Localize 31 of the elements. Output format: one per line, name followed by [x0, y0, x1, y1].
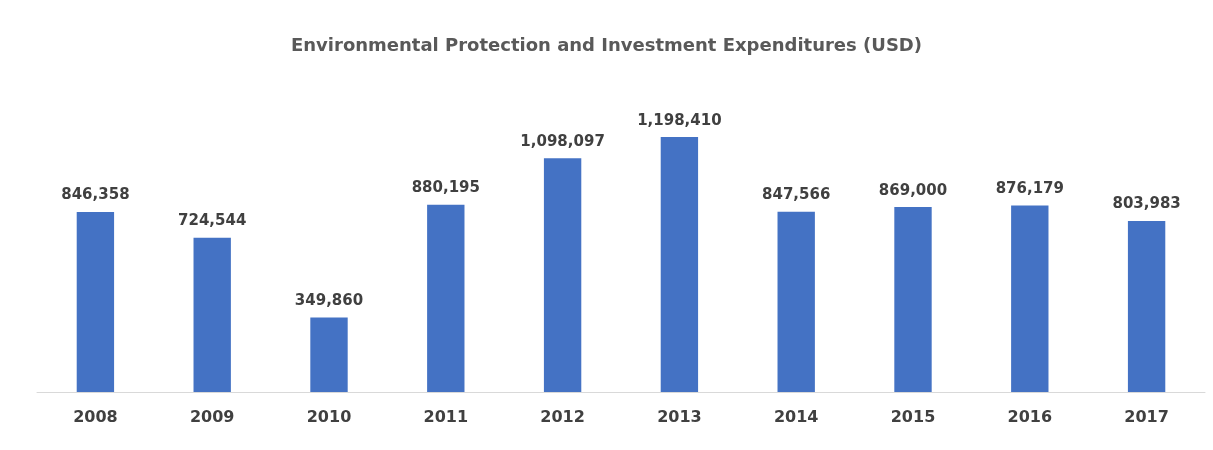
data-label: 803,983: [1112, 194, 1181, 213]
bar: [1011, 205, 1049, 392]
x-tick-label: 2013: [657, 406, 702, 426]
bar: [310, 317, 348, 392]
bar: [777, 211, 815, 392]
chart-title: Environmental Protection and Investment Expenditures (USD): [290, 33, 923, 55]
data-label: 847,566: [762, 185, 831, 204]
data-label: 349,860: [294, 291, 364, 310]
data-label: 846,358: [61, 185, 130, 204]
x-tick-label: 2014: [773, 406, 819, 426]
bar: [660, 137, 699, 392]
bar: [1127, 220, 1166, 392]
bar: [76, 211, 115, 392]
x-tick-label: 2017: [1124, 406, 1169, 426]
x-tick-label: 2015: [890, 406, 936, 426]
x-tick-label: 2012: [540, 406, 585, 426]
bar: [894, 207, 932, 392]
bar: [543, 158, 582, 392]
data-label: 1,098,097: [520, 131, 605, 150]
x-tick-label: 2011: [423, 406, 469, 426]
x-tick-label: 2016: [1007, 406, 1053, 426]
x-tick-label: 2008: [73, 406, 118, 426]
x-tick-label: 2009: [189, 406, 235, 426]
bar: [193, 237, 231, 392]
data-label: 724,544: [178, 211, 247, 230]
data-label: 876,179: [995, 179, 1064, 198]
data-label: 880,195: [411, 178, 480, 197]
bar: [427, 204, 465, 392]
data-label: 1,198,410: [637, 110, 722, 129]
x-tick-label: 2010: [306, 406, 352, 426]
data-label: 869,000: [878, 180, 948, 199]
